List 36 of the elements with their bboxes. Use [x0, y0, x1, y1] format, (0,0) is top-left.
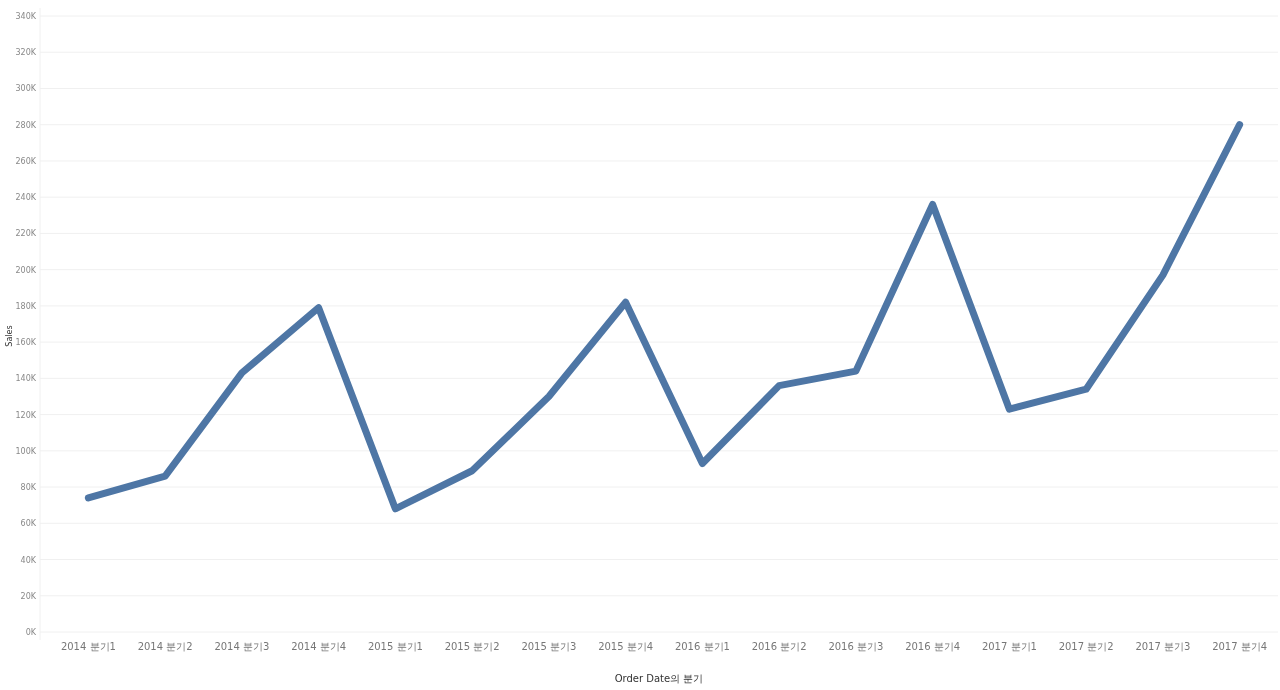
y-tick-label: 20K — [20, 591, 37, 601]
y-tick-label: 200K — [15, 265, 37, 275]
x-tick-label: 2015 분기4 — [598, 641, 654, 652]
x-tick-label: 2015 분기3 — [521, 641, 577, 652]
y-tick-label: 80K — [20, 483, 37, 493]
y-tick-label: 340K — [15, 12, 37, 21]
x-tick-label: 2015 분기1 — [367, 641, 423, 652]
y-tick-label: 320K — [15, 48, 37, 58]
x-tick-label: 2014 분기1 — [60, 641, 116, 652]
x-tick-label: 2014 분기2 — [137, 641, 193, 652]
y-tick-label: 120K — [15, 410, 37, 420]
x-tick-label: 2014 분기4 — [291, 641, 347, 652]
y-tick-label: 60K — [20, 519, 37, 529]
x-tick-label: 2016 분기2 — [751, 641, 807, 652]
y-tick-label: 160K — [15, 338, 37, 348]
x-tick-label: 2017 분기2 — [1058, 641, 1114, 652]
x-axis-title: Order Date의 분기 — [614, 673, 704, 684]
y-tick-label: 280K — [15, 120, 37, 130]
y-tick-label: 300K — [15, 84, 37, 94]
x-tick-label: 2017 분기3 — [1135, 641, 1191, 652]
y-axis-title: Sales — [5, 325, 14, 347]
y-tick-label: 180K — [15, 301, 37, 311]
y-tick-label: 40K — [20, 555, 37, 565]
y-tick-label: 240K — [15, 193, 37, 203]
y-tick-label: 100K — [15, 446, 37, 456]
x-tick-label: 2016 분기1 — [674, 641, 730, 652]
x-tick-label: 2017 분기4 — [1212, 641, 1268, 652]
x-tick-label: 2015 분기2 — [444, 641, 500, 652]
x-tick-label: 2016 분기3 — [828, 641, 884, 652]
y-tick-label: 260K — [15, 156, 37, 166]
y-tick-label: 0K — [25, 628, 37, 637]
x-tick-label: 2016 분기4 — [905, 641, 961, 652]
x-tick-label: 2017 분기1 — [981, 641, 1037, 652]
y-tick-label: 140K — [15, 374, 37, 384]
x-tick-label: 2014 분기3 — [214, 641, 270, 652]
y-tick-label: 220K — [15, 229, 37, 239]
